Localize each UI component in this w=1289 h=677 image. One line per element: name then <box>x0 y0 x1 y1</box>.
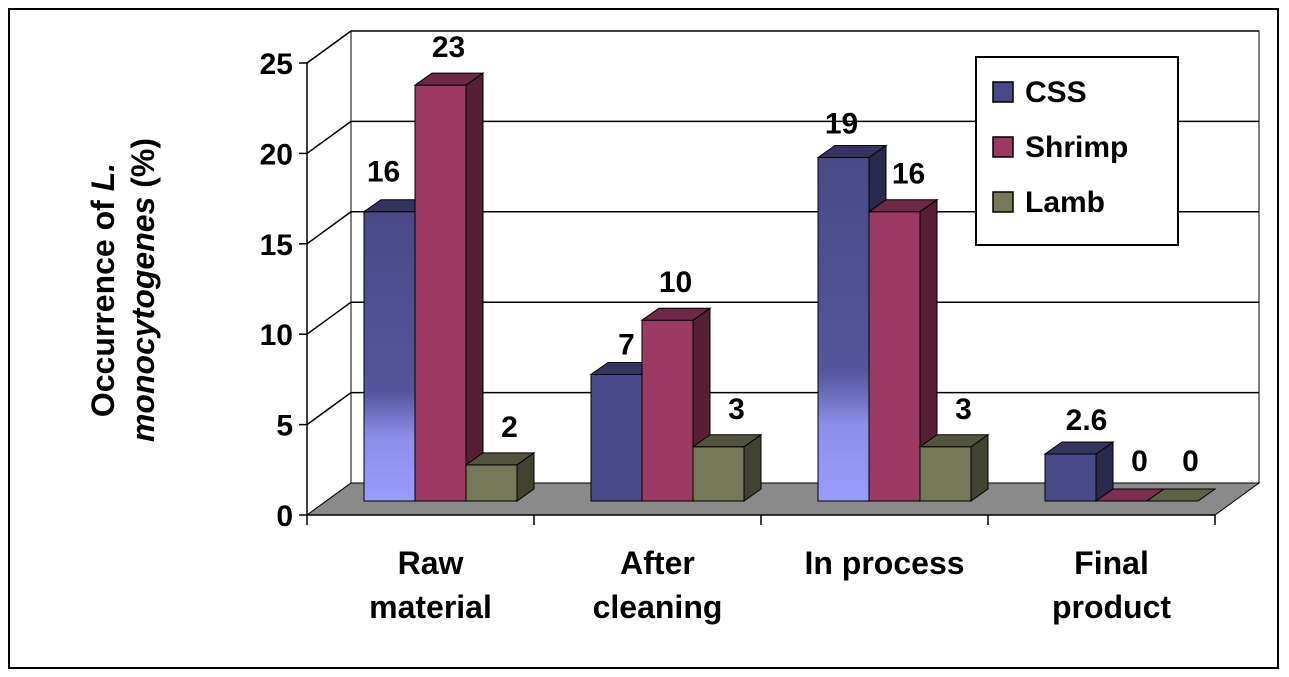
bar-shrimp <box>867 198 939 502</box>
bar-top <box>464 452 536 466</box>
data-label: 7 <box>618 328 635 361</box>
y-label-italic: L. <box>85 163 121 191</box>
x-tick-label-line: After <box>620 545 695 581</box>
bar-top <box>640 307 712 321</box>
y-label-line2: monocytogenes (%) <box>125 138 161 442</box>
y-tick-label: 0 <box>276 500 293 533</box>
y-tick-label: 25 <box>260 48 293 81</box>
y-tick-label: 20 <box>260 138 293 171</box>
y-label-line1: Occurrence of L. <box>85 163 121 417</box>
x-tick-labels: Raw material After cleaning In process Final p… <box>369 545 1171 625</box>
data-label: 2.6 <box>1066 404 1108 437</box>
bar-lamb <box>1145 488 1217 502</box>
bar-shrimp <box>413 72 485 502</box>
side-wall <box>306 30 352 516</box>
x-tick-label-line: In process <box>804 545 964 581</box>
legend-swatch <box>992 191 1014 213</box>
bar-top <box>413 72 485 86</box>
x-tick-label-line: Raw <box>398 545 464 581</box>
bar-lamb <box>464 451 536 502</box>
data-labels: 16 23 2 7 10 3 19 16 3 2.6 0 0 <box>367 31 1199 478</box>
legend-swatch <box>992 81 1014 103</box>
legend-label: CSS <box>1025 76 1087 109</box>
gridlines <box>306 30 1259 426</box>
bar-top <box>1043 441 1115 455</box>
data-label: 23 <box>432 31 465 64</box>
axes <box>299 62 1216 525</box>
bar-top <box>867 199 939 213</box>
chart-frame: 0 5 10 15 20 25 Raw material After cleaning In pr… <box>8 8 1279 669</box>
bar-front <box>1044 453 1097 502</box>
y-label-italic: monocytogenes <box>125 197 161 442</box>
x-tick-label-line: material <box>369 589 492 625</box>
y-tick-label: 10 <box>260 319 293 352</box>
bars <box>362 72 1217 502</box>
x-tick-label: Raw material <box>369 545 492 625</box>
data-label: 3 <box>728 393 745 426</box>
gridline <box>306 120 1259 155</box>
legend-label: Shrimp <box>1025 131 1128 164</box>
data-label: 10 <box>659 266 692 299</box>
bar-front <box>817 156 870 502</box>
x-tick-label-line: product <box>1052 589 1171 625</box>
legend-label: Lamb <box>1025 186 1105 219</box>
y-axis-label: Occurrence of L.monocytogenes (%) <box>85 138 161 442</box>
bar-front <box>414 84 467 502</box>
gridline <box>306 301 1259 335</box>
bar-top <box>816 144 888 158</box>
bar-front <box>868 211 921 502</box>
bar-front <box>465 464 518 502</box>
x-tick-label-line: Final <box>1074 545 1149 581</box>
bar-front <box>692 446 745 502</box>
legend-swatch <box>992 136 1014 158</box>
y-tick-label: 5 <box>276 410 293 443</box>
y-label-text: Occurrence of <box>85 191 121 417</box>
x-tick-label: After cleaning <box>593 545 723 625</box>
y-tick-label: 15 <box>260 229 293 262</box>
data-label: 16 <box>367 156 400 189</box>
gridline <box>306 211 1259 245</box>
bar-side <box>465 72 484 502</box>
bar-front <box>641 319 694 502</box>
bar-front <box>363 211 416 502</box>
data-label: 3 <box>955 393 972 426</box>
bar-front <box>590 373 643 502</box>
gridline <box>306 391 1259 426</box>
data-label: 0 <box>1182 445 1199 478</box>
bar-front <box>919 446 972 502</box>
gridline <box>306 30 1259 64</box>
bar-top <box>691 434 763 448</box>
y-tick-labels: 0 5 10 15 20 25 <box>260 48 293 533</box>
bar-top <box>1145 488 1217 502</box>
data-label: 19 <box>825 107 858 140</box>
bar-lamb <box>691 433 763 502</box>
bar-css <box>1043 441 1115 502</box>
data-label: 16 <box>892 158 925 191</box>
bar-top <box>918 434 990 448</box>
data-label: 0 <box>1131 445 1148 478</box>
data-label: 2 <box>501 411 518 444</box>
x-tick-label: In process <box>804 545 964 581</box>
y-label-text: (%) <box>125 138 161 197</box>
x-tick-label: Final product <box>1052 545 1171 625</box>
x-tick-label-line: cleaning <box>593 589 723 625</box>
bar-lamb <box>918 433 990 502</box>
legend: CSS Shrimp Lamb <box>975 56 1179 246</box>
